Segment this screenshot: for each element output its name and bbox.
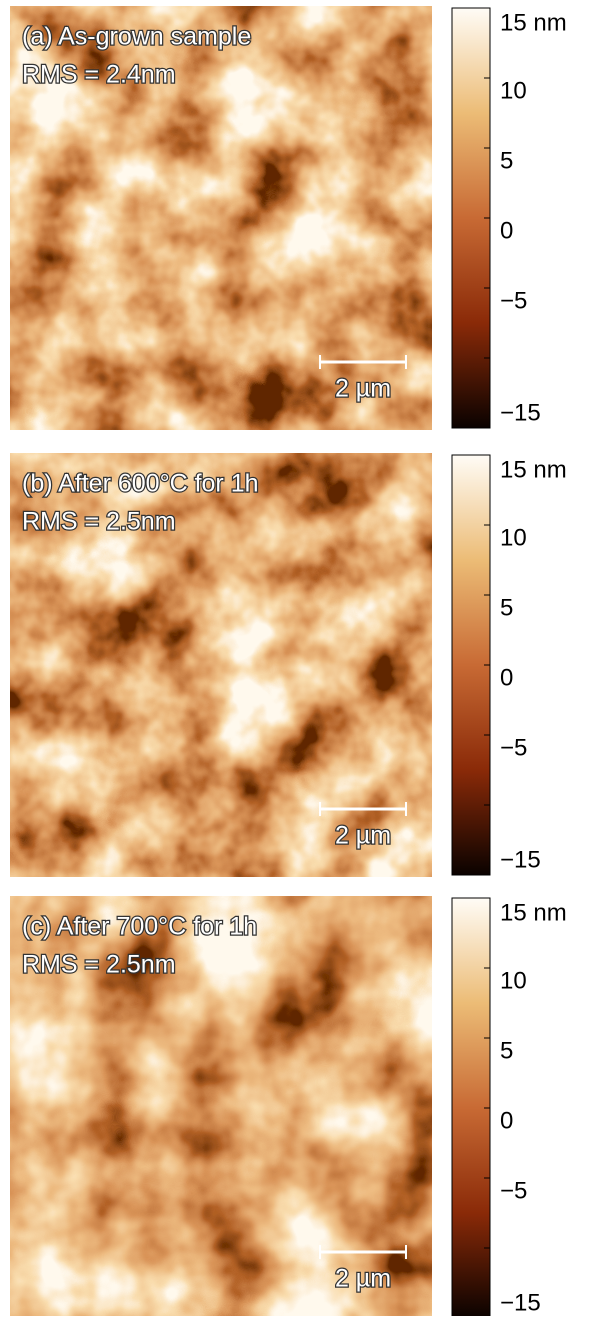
colorbar-tick-label: 10 — [500, 967, 527, 994]
rms-label: RMS = 2.5nm — [22, 951, 176, 979]
colorbar-tick-label: −15 — [500, 1289, 541, 1316]
colorbar-tick-label: 5 — [500, 1037, 513, 1064]
colorbar-tick-label: 15 nm — [500, 9, 567, 36]
rms-label: RMS = 2.5nm — [22, 508, 176, 536]
colorbar-tick-label: −15 — [500, 846, 541, 873]
colorbar-tick-label: 10 — [500, 524, 527, 551]
panel: (a) As-grown sample RMS = 2.4nm 2 µm 15 nm 1… — [9, 5, 567, 431]
panel-title: (c) After 700°C for 1h — [22, 913, 257, 941]
colorbar — [451, 897, 491, 1319]
colorbar-tick-label: 10 — [500, 77, 527, 104]
colorbar-tick-label: −5 — [500, 1177, 527, 1204]
colorbar-tick-label: 5 — [500, 594, 513, 621]
scale-label: 2 µm — [335, 822, 391, 850]
panel: (b) After 600°C for 1h RMS = 2.5nm 2 µm 15 … — [9, 452, 567, 878]
colorbar-tick-label: −5 — [500, 734, 527, 761]
afm-image — [9, 452, 433, 878]
colorbar-tick-label: 0 — [500, 1107, 513, 1134]
colorbar-tick-label: −15 — [500, 399, 541, 426]
colorbar — [451, 7, 491, 429]
colorbar — [451, 454, 491, 876]
colorbar-tick-label: 5 — [500, 147, 513, 174]
afm-image — [9, 895, 433, 1321]
panel: (c) After 700°C for 1h RMS = 2.5nm 2 µm 15 … — [9, 895, 567, 1321]
afm-image — [9, 5, 433, 431]
colorbar-tick-label: −5 — [500, 287, 527, 314]
scale-label: 2 µm — [335, 1265, 391, 1293]
panel-title: (b) After 600°C for 1h — [22, 470, 259, 498]
colorbar-tick-label: 0 — [500, 217, 513, 244]
colorbar-tick-label: 15 nm — [500, 456, 567, 483]
colorbar-tick-label: 15 nm — [500, 899, 567, 926]
scale-label: 2 µm — [335, 375, 391, 403]
colorbar-tick-label: 0 — [500, 664, 513, 691]
panel-title: (a) As-grown sample — [22, 23, 251, 51]
rms-label: RMS = 2.4nm — [22, 61, 176, 89]
